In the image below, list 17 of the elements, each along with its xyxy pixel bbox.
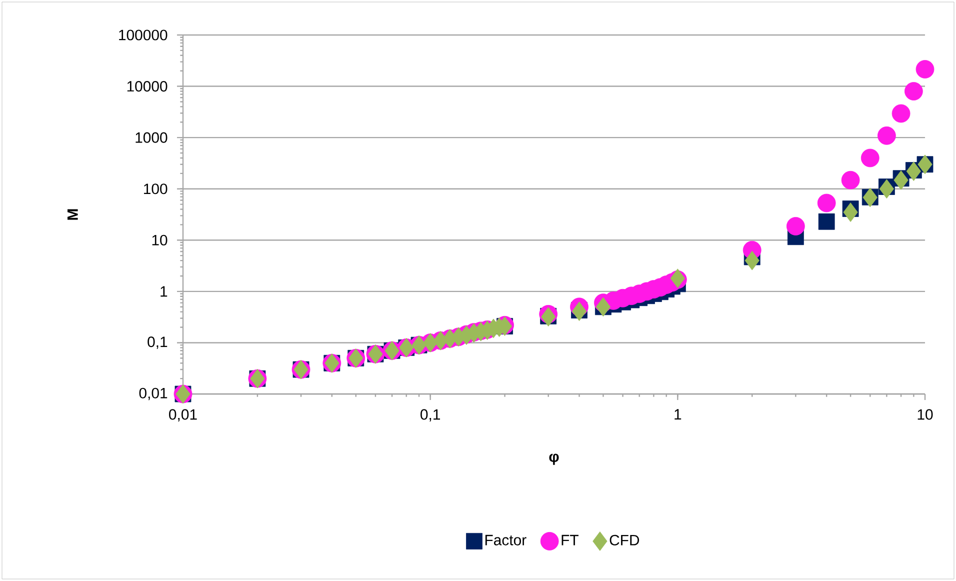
y-tick-label: 1000 [136,132,168,143]
legend-label: CFD [610,534,640,546]
y-tick-label: 10 [152,234,168,246]
x-tick-label: 1 [674,409,682,420]
x-axis-title: φ [549,454,559,465]
y-tick-label: 1 [160,286,168,297]
y-tick-label: 0,01 [139,388,168,400]
legend-label: FT [562,534,578,546]
y-tick-label: 10000 [127,80,168,92]
y-tick-label: 100 [144,184,168,194]
y-tick-label: 100000 [119,30,168,40]
y-tick-label: 0,1 [148,336,168,349]
x-tick-label: 10 [918,409,933,420]
y-axis-title: M [68,209,78,220]
legend-label: Factor [485,534,526,546]
x-tick-label: 0,01 [169,409,197,422]
x-tick-label: 0,1 [420,409,440,422]
